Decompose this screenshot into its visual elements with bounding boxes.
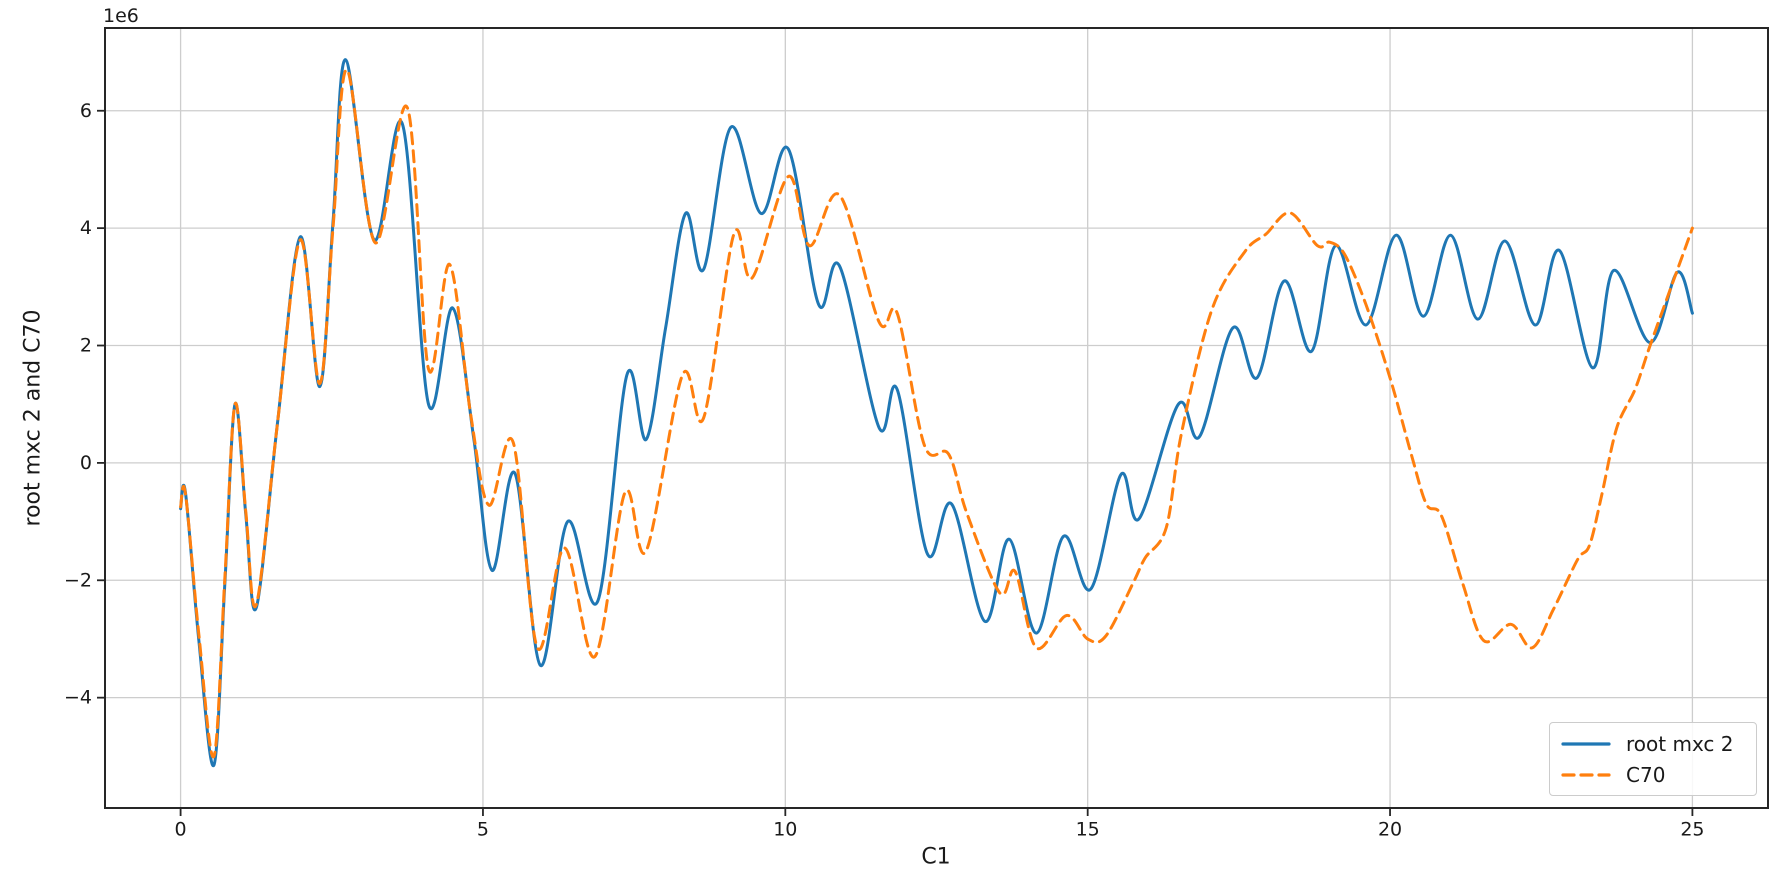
legend-item: root mxc 2 — [1561, 732, 1756, 756]
y-tick-label: 6 — [80, 100, 92, 122]
y-tick-label: −2 — [64, 569, 92, 591]
y-axis-label: root mxc 2 and C70 — [20, 309, 46, 527]
x-tick-label: 20 — [1378, 819, 1402, 841]
x-tick-label: 5 — [477, 819, 489, 841]
x-axis-label: C1 — [921, 844, 951, 870]
y-axis-offset-text: 1e6 — [103, 5, 139, 27]
series-line-root-mxc-2 — [179, 58, 1694, 768]
legend-item: C70 — [1561, 763, 1756, 787]
legend: root mxc 2 C70 — [1549, 722, 1757, 796]
series-line-c70 — [179, 68, 1694, 759]
x-tick-label: 10 — [773, 819, 797, 841]
x-tick-label: 15 — [1076, 819, 1100, 841]
legend-item-label: C70 — [1626, 762, 1666, 787]
y-tick-label: 4 — [80, 217, 92, 239]
axes-spines — [104, 27, 1769, 809]
x-tick-label: 25 — [1680, 819, 1704, 841]
y-tick-label: 0 — [80, 452, 92, 474]
y-tick-label: −4 — [64, 687, 92, 709]
legend-item-label: root mxc 2 — [1626, 731, 1734, 756]
legend-line-sample-icon — [1561, 772, 1611, 777]
x-tick-label: 0 — [175, 819, 187, 841]
legend-line-sample-icon — [1561, 741, 1611, 746]
y-tick-label: 2 — [80, 335, 92, 357]
